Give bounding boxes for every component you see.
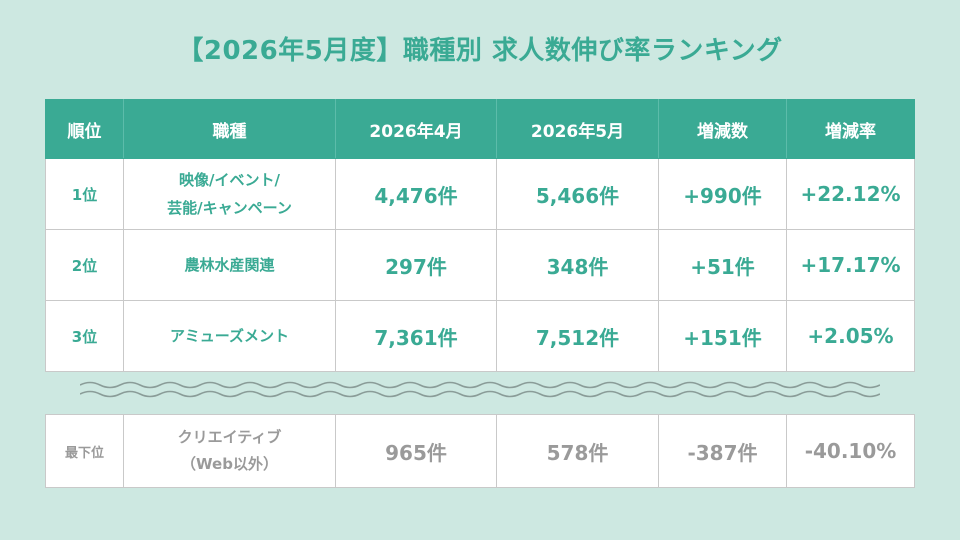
april-cell: 4,476件 bbox=[335, 158, 497, 230]
rank-cell: 最下位 bbox=[45, 414, 124, 488]
may-cell: 5,466件 bbox=[496, 158, 659, 230]
omission-wave-divider bbox=[80, 381, 880, 398]
rank-cell: 2位 bbox=[45, 229, 124, 301]
header-april: 2026年4月 bbox=[335, 99, 497, 159]
table-row: 1位 映像/イベント/ 芸能/キャンペーン 4,476件 5,466件 +990… bbox=[45, 158, 915, 230]
diff-cell: -387件 bbox=[658, 414, 787, 488]
job-line: 芸能/キャンペーン bbox=[167, 199, 292, 217]
table-header-row: 順位 職種 2026年4月 2026年5月 増減数 増減率 bbox=[45, 99, 915, 159]
table-row: 2位 農林水産関連 297件 348件 +51件 +17.17% bbox=[45, 229, 915, 301]
rate-cell: +2.05% bbox=[786, 300, 915, 372]
job-cell: クリエイティブ （Web以外） bbox=[123, 414, 336, 488]
header-rate: 増減率 bbox=[786, 99, 915, 159]
may-cell: 348件 bbox=[496, 229, 659, 301]
april-cell: 7,361件 bbox=[335, 300, 497, 372]
diff-cell: +151件 bbox=[658, 300, 787, 372]
header-diff: 増減数 bbox=[658, 99, 787, 159]
page-title: 【2026年5月度】職種別 求人数伸び率ランキング bbox=[177, 36, 783, 66]
table-row: 3位 アミューズメント 7,361件 7,512件 +151件 +2.05% bbox=[45, 300, 915, 372]
rank-cell: 1位 bbox=[45, 158, 124, 230]
header-rank: 順位 bbox=[45, 99, 124, 159]
diff-cell: +51件 bbox=[658, 229, 787, 301]
bottom-ranking-table: 最下位 クリエイティブ （Web以外） 965件 578件 -387件 -40.… bbox=[45, 414, 915, 488]
rank-cell: 3位 bbox=[45, 300, 124, 372]
may-cell: 578件 bbox=[496, 414, 659, 488]
header-job: 職種 bbox=[123, 99, 336, 159]
rate-cell: +22.12% bbox=[786, 158, 915, 230]
job-line: クリエイティブ bbox=[177, 428, 282, 446]
job-cell: アミューズメント bbox=[123, 300, 336, 372]
rate-cell: +17.17% bbox=[786, 229, 915, 301]
april-cell: 965件 bbox=[335, 414, 497, 488]
job-line: （Web以外） bbox=[181, 455, 278, 473]
ranking-table: 順位 職種 2026年4月 2026年5月 増減数 増減率 1位 映像/イベント… bbox=[45, 99, 915, 372]
table-row: 最下位 クリエイティブ （Web以外） 965件 578件 -387件 -40.… bbox=[45, 414, 915, 488]
april-cell: 297件 bbox=[335, 229, 497, 301]
job-cell: 映像/イベント/ 芸能/キャンペーン bbox=[123, 158, 336, 230]
job-line: 映像/イベント/ bbox=[179, 171, 280, 189]
header-may: 2026年5月 bbox=[496, 99, 659, 159]
rate-cell: -40.10% bbox=[786, 414, 915, 488]
diff-cell: +990件 bbox=[658, 158, 787, 230]
job-cell: 農林水産関連 bbox=[123, 229, 336, 301]
may-cell: 7,512件 bbox=[496, 300, 659, 372]
